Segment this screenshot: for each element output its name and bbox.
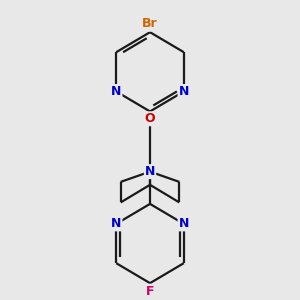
Text: Br: Br — [142, 17, 158, 31]
Text: N: N — [178, 85, 189, 98]
Text: N: N — [145, 165, 155, 178]
Text: N: N — [111, 85, 122, 98]
Text: O: O — [145, 112, 155, 125]
Text: N: N — [111, 218, 122, 230]
Text: N: N — [178, 218, 189, 230]
Text: F: F — [146, 285, 154, 298]
